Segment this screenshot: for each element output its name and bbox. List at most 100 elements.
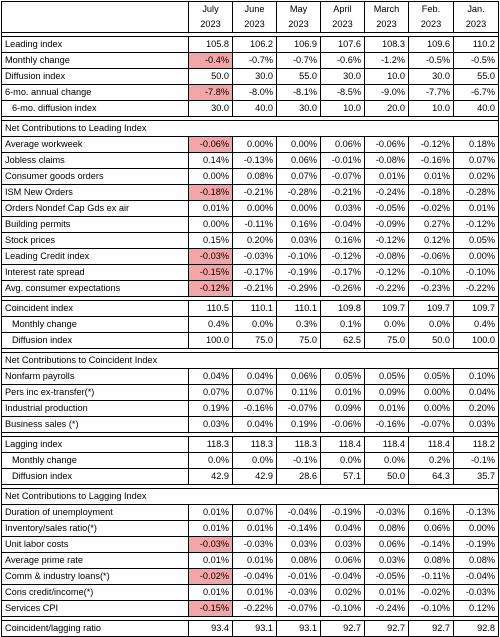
value-cell: 0.06% bbox=[408, 520, 454, 537]
value-cell: 0.16% bbox=[320, 232, 365, 249]
table-row: Consumer goods orders 0.00% 0.08% 0.07% -0.0… bbox=[1, 168, 499, 185]
row-label: Coincident index bbox=[1, 300, 189, 317]
value-cell: 0.0% bbox=[364, 316, 409, 333]
value-cell: 0.05% bbox=[408, 368, 454, 385]
value-cell: 0.08% bbox=[276, 552, 321, 569]
year-header: 2023 bbox=[276, 17, 321, 33]
value-cell: 50.0 bbox=[364, 468, 409, 485]
value-cell: -0.03% bbox=[276, 584, 321, 601]
value-cell: 118.4 bbox=[364, 436, 409, 453]
value-cell: -0.16% bbox=[408, 152, 454, 169]
table-row: Diffusion index 42.9 42.9 28.6 57.1 50.0 64.3 3… bbox=[1, 468, 499, 485]
value-cell: -0.19% bbox=[320, 504, 365, 521]
value-cell: 42.9 bbox=[188, 468, 233, 485]
value-cell: 0.04% bbox=[232, 368, 277, 385]
value-cell: 0.07% bbox=[453, 152, 499, 169]
table-row: Duration of unemployment 0.01% 0.07% -0.04%… bbox=[1, 504, 499, 521]
highlighted-value-cell: -0.4% bbox=[188, 52, 233, 69]
value-cell: -7.7% bbox=[408, 84, 454, 101]
value-cell: 0.04% bbox=[453, 384, 499, 401]
value-cell: -8.5% bbox=[320, 84, 365, 101]
row-label: Services CPI bbox=[1, 600, 189, 617]
table-row: Average workweek -0.06% 0.00% 0.00% 0.06% -0.… bbox=[1, 136, 499, 153]
value-cell: 75.0 bbox=[232, 332, 277, 349]
table-row: Services CPI -0.15% -0.22% -0.07% -0.10% -0.2… bbox=[1, 600, 499, 617]
value-cell: 0.01% bbox=[320, 384, 365, 401]
table-row: Monthly change 0.0% 0.0% -0.1% 0.0% 0.0% 0.2% -… bbox=[1, 452, 499, 469]
row-label: Lagging index bbox=[1, 436, 189, 453]
value-cell: 0.01% bbox=[364, 584, 409, 601]
value-cell: -0.16% bbox=[232, 400, 277, 417]
table-row: Inventory/sales ratio(*) 0.01% 0.01% -0.14%… bbox=[1, 520, 499, 537]
value-cell: -0.7% bbox=[232, 52, 277, 69]
table-row: 6-mo. diffusion index 30.0 40.0 30.0 10.0 20.… bbox=[1, 100, 499, 117]
year-header: 2023 bbox=[453, 17, 499, 33]
value-cell: -0.1% bbox=[276, 452, 321, 469]
value-cell: 0.05% bbox=[320, 368, 365, 385]
value-cell: -0.12% bbox=[364, 264, 409, 281]
value-cell: -0.13% bbox=[232, 152, 277, 169]
value-cell: -0.10% bbox=[453, 264, 499, 281]
value-cell: -0.07% bbox=[320, 168, 365, 185]
value-cell: -0.04% bbox=[320, 216, 365, 233]
year-header: 2023 bbox=[232, 17, 277, 33]
value-cell: 110.1 bbox=[232, 300, 277, 317]
value-cell: 0.04% bbox=[320, 520, 365, 537]
table-row: Orders Nondef Cap Gds ex air 0.01% 0.00% 0.… bbox=[1, 200, 499, 217]
highlighted-value-cell: -0.02% bbox=[188, 568, 233, 585]
value-cell: 55.0 bbox=[276, 68, 321, 85]
value-cell: 0.06% bbox=[364, 536, 409, 553]
header-blank bbox=[1, 1, 189, 17]
value-cell: 0.11% bbox=[276, 384, 321, 401]
value-cell: 107.6 bbox=[320, 36, 365, 53]
value-cell: -0.05% bbox=[364, 200, 409, 217]
value-cell: -0.17% bbox=[320, 264, 365, 281]
value-cell: -0.01% bbox=[276, 568, 321, 585]
value-cell: 0.4% bbox=[453, 316, 499, 333]
year-header: 2023 bbox=[364, 17, 409, 33]
row-label: Monthly change bbox=[1, 316, 189, 333]
value-cell: -0.14% bbox=[276, 520, 321, 537]
value-cell: -0.13% bbox=[453, 504, 499, 521]
month-header: June bbox=[232, 1, 277, 17]
value-cell: 0.1% bbox=[320, 316, 365, 333]
value-cell: -0.06% bbox=[408, 248, 454, 265]
value-cell: 75.0 bbox=[276, 332, 321, 349]
value-cell: 0.00% bbox=[276, 200, 321, 217]
value-cell: 118.3 bbox=[232, 436, 277, 453]
value-cell: -0.04% bbox=[453, 568, 499, 585]
table-row: Business sales (*) 0.03% 0.04% 0.19% -0.06% -… bbox=[1, 416, 499, 433]
value-cell: 0.02% bbox=[320, 584, 365, 601]
value-cell: 0.12% bbox=[408, 232, 454, 249]
value-cell: 0.01% bbox=[453, 200, 499, 217]
value-cell: 30.0 bbox=[188, 100, 233, 117]
value-cell: 75.0 bbox=[364, 332, 409, 349]
value-cell: -0.21% bbox=[232, 184, 277, 201]
value-cell: 0.0% bbox=[364, 452, 409, 469]
value-cell: 0.01% bbox=[364, 168, 409, 185]
year-header: 2023 bbox=[408, 17, 454, 33]
value-cell: -0.02% bbox=[408, 584, 454, 601]
value-cell: -0.12% bbox=[364, 232, 409, 249]
value-cell: 0.4% bbox=[188, 316, 233, 333]
value-cell: 0.06% bbox=[320, 136, 365, 153]
value-cell: 0.16% bbox=[408, 504, 454, 521]
value-cell: 0.01% bbox=[232, 552, 277, 569]
value-cell: 0.01% bbox=[232, 584, 277, 601]
value-cell: 0.00% bbox=[408, 400, 454, 417]
value-cell: -0.01% bbox=[320, 152, 365, 169]
month-header: Feb. bbox=[408, 1, 454, 17]
row-label: Pers inc ex-transfer(*) bbox=[1, 384, 189, 401]
value-cell: 0.01% bbox=[188, 504, 233, 521]
value-cell: 10.0 bbox=[320, 100, 365, 117]
value-cell: -0.5% bbox=[408, 52, 454, 69]
row-label: Avg. consumer expectations bbox=[1, 280, 189, 297]
table-row: Nonfarm payrolls 0.04% 0.04% 0.06% 0.05% 0.05… bbox=[1, 368, 499, 385]
value-cell: 0.00% bbox=[453, 520, 499, 537]
value-cell: 110.1 bbox=[276, 300, 321, 317]
row-label: Industrial production bbox=[1, 400, 189, 417]
value-cell: 0.02% bbox=[453, 168, 499, 185]
value-cell: 0.05% bbox=[364, 368, 409, 385]
